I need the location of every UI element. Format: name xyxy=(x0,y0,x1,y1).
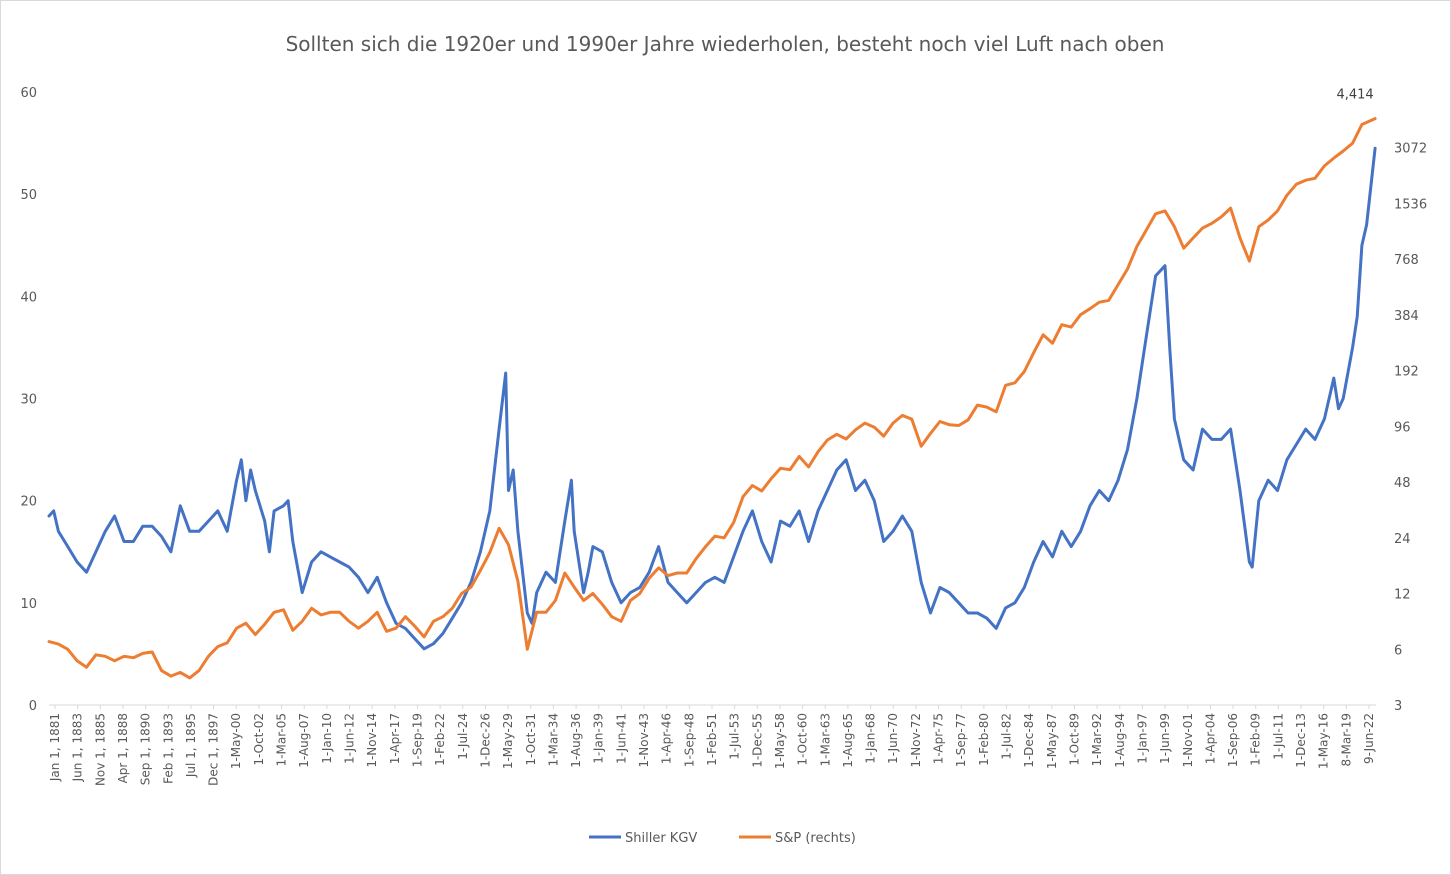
y-axis-right: 3 6 12 24 48 96 192 384 768 1536 3072 xyxy=(1394,142,1427,714)
y-right-tick-label: 3072 xyxy=(1394,142,1427,157)
x-tick-label: 1-Mar-63 xyxy=(818,713,832,766)
series-line-sp-rechts xyxy=(47,117,1377,680)
x-tick-label: 1-Jan-68 xyxy=(864,713,878,764)
x-tick-label: 1-Jun-12 xyxy=(343,713,357,764)
x-tick-label: 1-Jun-41 xyxy=(614,713,628,764)
legend: Shiller KGV S&P (rechts) xyxy=(589,831,856,846)
x-tick-label: 1-Feb-51 xyxy=(705,713,719,766)
x-tick-label: 1-Apr-04 xyxy=(1203,713,1217,764)
x-tick-label: 1-Sep-19 xyxy=(410,713,424,767)
y-left-tick-label: 40 xyxy=(20,290,37,305)
x-tick-label: 1-Sep-06 xyxy=(1226,713,1240,767)
x-tick-label: 1-Jun-70 xyxy=(886,713,900,764)
x-tick-label: 8-Mar-19 xyxy=(1339,713,1353,766)
x-tick-label: Feb 1, 1893 xyxy=(161,713,175,784)
x-tick-label: 1-Jan-10 xyxy=(320,713,334,764)
y-right-tick-label: 12 xyxy=(1394,588,1411,603)
x-tick-label: 1-Mar-05 xyxy=(275,713,289,766)
x-axis-ticks: Jan 1, 1881 Jun 1, 1883 Nov 1, 1885 Apr 1, … xyxy=(48,705,1376,786)
x-tick-label: 1-May-00 xyxy=(229,713,243,769)
x-tick-label: 1-Oct-60 xyxy=(796,713,810,766)
y-right-tick-label: 48 xyxy=(1394,476,1411,491)
series-group xyxy=(47,117,1377,680)
x-tick-label: Jan 1, 1881 xyxy=(48,713,62,782)
x-tick-label: 1-Dec-55 xyxy=(750,713,764,768)
x-tick-label: 1-Apr-46 xyxy=(660,713,674,764)
y-right-tick-label: 3 xyxy=(1394,699,1402,714)
x-tick-label: 1-Jul-53 xyxy=(728,713,742,760)
y-right-tick-label: 768 xyxy=(1394,253,1419,268)
x-tick-label: 1-Feb-22 xyxy=(433,713,447,766)
x-tick-label: 1-Aug-07 xyxy=(297,713,311,768)
x-tick-label: 1-May-16 xyxy=(1317,713,1331,769)
x-tick-label: 1-May-58 xyxy=(773,713,787,769)
x-tick-label: 1-Mar-34 xyxy=(546,713,560,766)
y-left-tick-label: 10 xyxy=(20,597,37,612)
y-left-tick-label: 20 xyxy=(20,495,37,510)
x-tick-label: 1-Dec-26 xyxy=(478,713,492,768)
y-right-tick-label: 24 xyxy=(1394,532,1411,547)
y-right-tick-label: 192 xyxy=(1394,365,1419,380)
x-tick-label: 1-Apr-75 xyxy=(932,713,946,764)
x-tick-label: 1-Jan-39 xyxy=(592,713,606,764)
x-tick-label: 1-Feb-09 xyxy=(1249,713,1263,766)
x-tick-label: Nov 1, 1885 xyxy=(93,713,107,786)
x-tick-label: Jul 1, 1895 xyxy=(184,713,198,778)
x-tick-label: 1-Nov-14 xyxy=(365,713,379,768)
x-tick-label: 1-Oct-31 xyxy=(524,713,538,766)
x-tick-label: 1-Aug-36 xyxy=(569,713,583,768)
x-tick-label: 1-Dec-84 xyxy=(1022,713,1036,768)
legend-label-shiller-kgv: Shiller KGV xyxy=(625,831,697,846)
x-tick-label: 1-Jul-24 xyxy=(456,713,470,760)
y-right-tick-label: 96 xyxy=(1394,420,1411,435)
x-tick-label: 1-Jan-97 xyxy=(1135,713,1149,764)
y-right-tick-label: 6 xyxy=(1394,643,1402,658)
x-tick-label: 1-Aug-65 xyxy=(841,713,855,768)
x-tick-label: 1-Feb-80 xyxy=(977,713,991,766)
last-value-label: 4,414 xyxy=(1336,88,1373,103)
series-line-shiller-kgv xyxy=(47,146,1377,651)
y-axis-left: 0 10 20 30 40 50 60 xyxy=(20,86,37,714)
x-tick-label: 1-Dec-13 xyxy=(1294,713,1308,768)
y-right-tick-label: 1536 xyxy=(1394,197,1427,212)
x-tick-label: 1-Apr-17 xyxy=(388,713,402,764)
y-left-tick-label: 30 xyxy=(20,393,37,408)
chart-title: Sollten sich die 1920er und 1990er Jahre… xyxy=(286,32,1165,56)
x-tick-label: Sep 1, 1890 xyxy=(139,713,153,785)
y-left-tick-label: 60 xyxy=(20,86,37,101)
x-tick-label: 1-Sep-48 xyxy=(682,713,696,767)
x-tick-label: Apr 1, 1888 xyxy=(116,713,130,783)
x-tick-label: 1-Nov-72 xyxy=(909,713,923,768)
x-tick-label: 1-May-29 xyxy=(501,713,515,769)
x-tick-label: 1-Nov-43 xyxy=(637,713,651,768)
x-tick-label: 1-Mar-92 xyxy=(1090,713,1104,766)
x-tick-label: 1-Jul-82 xyxy=(1000,713,1014,760)
x-tick-label: 1-Jun-99 xyxy=(1158,713,1172,764)
x-tick-label: 1-Nov-01 xyxy=(1181,713,1195,768)
x-tick-label: 9-Jun-22 xyxy=(1362,713,1376,764)
x-tick-label: 1-Sep-77 xyxy=(954,713,968,767)
legend-label-sp-rechts: S&P (rechts) xyxy=(775,831,856,846)
y-right-tick-label: 384 xyxy=(1394,309,1419,324)
x-tick-label: 1-Oct-89 xyxy=(1067,713,1081,766)
x-tick-label: 1-May-87 xyxy=(1045,713,1059,769)
x-tick-label: Dec 1, 1897 xyxy=(207,713,221,786)
y-left-tick-label: 50 xyxy=(20,188,37,203)
x-tick-label: 1-Jul-11 xyxy=(1271,713,1285,760)
y-left-tick-label: 0 xyxy=(29,699,37,714)
x-tick-label: 1-Oct-02 xyxy=(252,713,266,766)
x-tick-label: 1-Aug-94 xyxy=(1113,713,1127,768)
x-tick-label: Jun 1, 1883 xyxy=(71,713,85,782)
